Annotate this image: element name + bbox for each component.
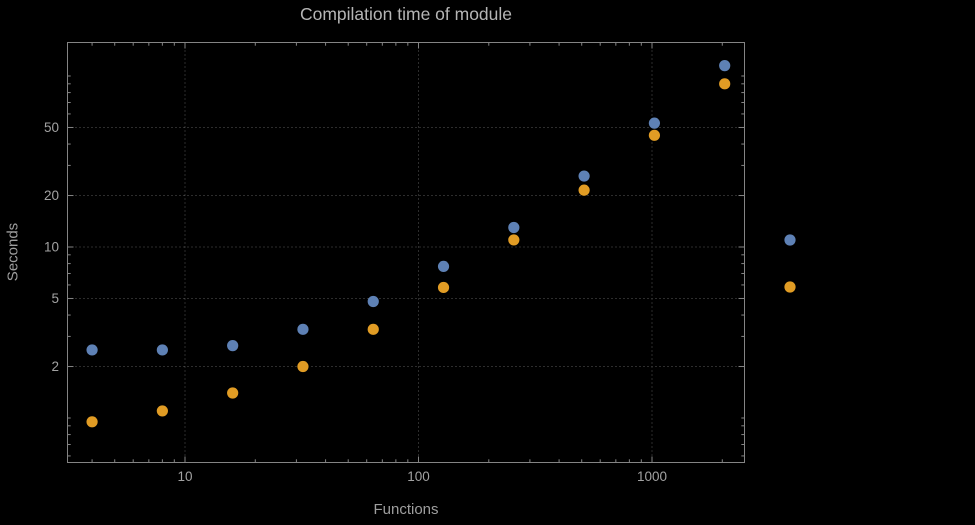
data-point — [86, 344, 98, 356]
x-axis-label: Functions — [373, 501, 439, 518]
data-point — [297, 360, 309, 373]
data-point — [578, 184, 590, 196]
x-tick-label: 100 — [407, 469, 430, 484]
y-tick-label: 2 — [51, 359, 59, 374]
data-point — [227, 340, 239, 352]
data-point — [648, 129, 661, 141]
data-point — [227, 387, 239, 399]
data-point — [508, 221, 520, 234]
data-point — [156, 344, 168, 356]
data-point — [86, 416, 98, 428]
data-point — [719, 60, 731, 72]
data-point — [367, 295, 379, 308]
data-point — [719, 78, 731, 90]
y-tick-label: 50 — [44, 120, 59, 135]
y-tick-label: 10 — [44, 240, 59, 255]
legend-marker — [784, 281, 796, 293]
plot-frame — [67, 42, 745, 463]
data-point — [578, 170, 590, 182]
data-point — [156, 405, 168, 417]
data-point — [508, 234, 520, 246]
data-point — [648, 117, 661, 129]
data-point — [437, 281, 450, 294]
y-tick-label: 20 — [44, 188, 59, 203]
chart-title: Compilation time of module — [299, 4, 513, 24]
x-tick-label: 10 — [177, 469, 192, 484]
data-point — [437, 260, 450, 273]
data-point — [297, 323, 309, 335]
data-point — [367, 323, 379, 335]
legend-marker — [784, 234, 796, 246]
x-tick-label: 1000 — [637, 469, 667, 484]
y-tick-label: 5 — [51, 291, 59, 306]
